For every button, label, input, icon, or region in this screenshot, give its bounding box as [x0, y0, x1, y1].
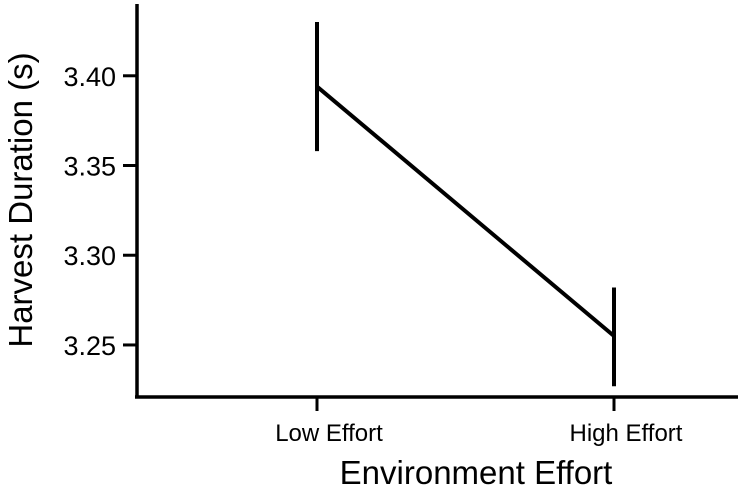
data-point [612, 334, 616, 338]
y-tick-label: 3.30 [63, 241, 116, 271]
y-tick-label: 3.40 [63, 62, 116, 92]
ticks: 3.25 3.30 3.35 3.40 Low Effort High Effort [63, 62, 682, 447]
y-axis-title: Harvest Duration (s) [2, 52, 39, 347]
axes [135, 4, 738, 399]
data [315, 21, 616, 387]
data-point [315, 85, 319, 89]
y-tick-label: 3.25 [63, 331, 116, 361]
x-tick-label: High Effort [570, 420, 683, 447]
y-tick-label: 3.35 [63, 152, 116, 182]
series-line [315, 85, 616, 338]
x-tick-label: Low Effort [275, 420, 383, 447]
x-axis-title: Environment Effort [340, 454, 613, 491]
